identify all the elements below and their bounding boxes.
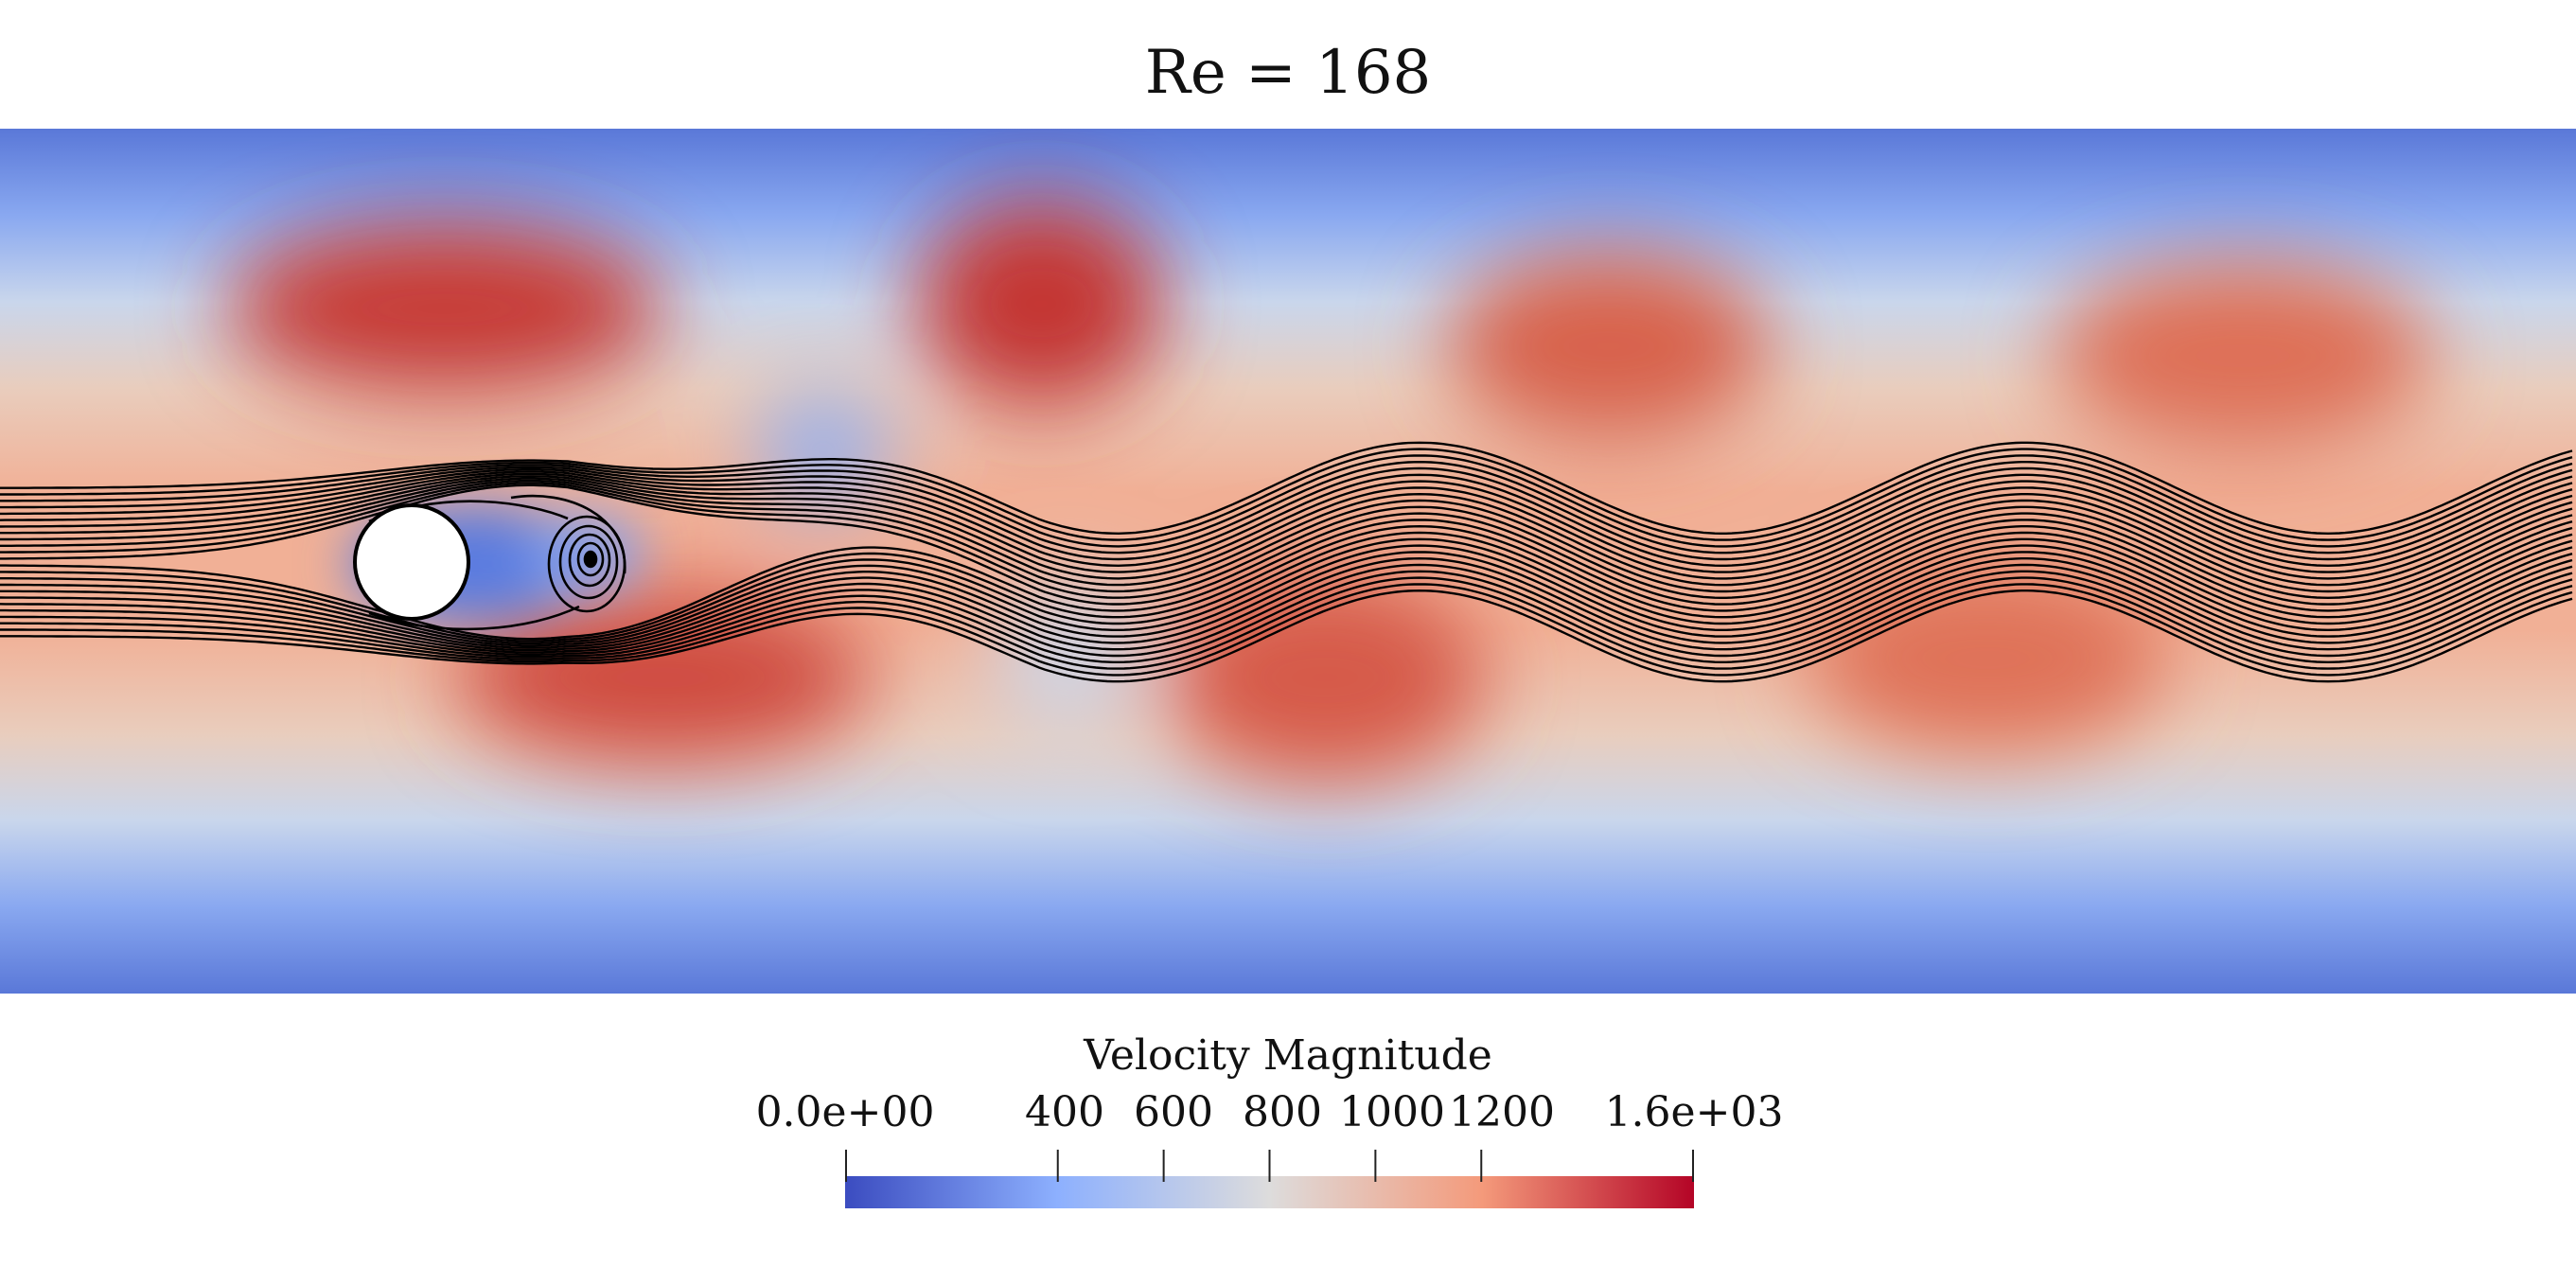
streamline bbox=[0, 537, 2573, 647]
cylinder-obstacle bbox=[353, 503, 470, 621]
streamline bbox=[0, 482, 2573, 600]
streamline bbox=[0, 472, 2573, 573]
colorbar-title: Velocity Magnitude bbox=[1084, 1031, 1492, 1080]
colorbar-tick-label-400: 400 bbox=[1025, 1088, 1104, 1136]
streamline bbox=[0, 570, 2573, 664]
streamline bbox=[0, 531, 2573, 645]
streamline bbox=[0, 589, 2573, 683]
streamline bbox=[0, 477, 2573, 587]
streamline bbox=[0, 475, 2573, 580]
streamline bbox=[0, 583, 2573, 677]
colorbar-min-label: 0.0e+00 bbox=[755, 1088, 935, 1136]
colorbar-tick-label-800: 800 bbox=[1243, 1088, 1322, 1136]
colorbar bbox=[845, 1150, 1694, 1208]
streamline bbox=[0, 441, 2573, 536]
streamline bbox=[0, 551, 2573, 652]
streamline bbox=[0, 466, 2573, 561]
colorbar-tick-label-1200: 1200 bbox=[1449, 1088, 1555, 1136]
colorbar-tick-label-600: 600 bbox=[1134, 1088, 1213, 1136]
streamline bbox=[0, 460, 2573, 554]
streamline bbox=[0, 479, 2573, 593]
streamline bbox=[0, 576, 2573, 670]
streamline bbox=[0, 519, 2573, 641]
plot-title: Re = 168 bbox=[1144, 38, 1432, 108]
velocity-blobs bbox=[227, 200, 2432, 782]
colorbar-tick-label-1000: 1000 bbox=[1339, 1088, 1445, 1136]
velocity-field bbox=[0, 129, 2576, 994]
streamline bbox=[0, 563, 2573, 658]
streamline bbox=[0, 556, 2573, 654]
streamline bbox=[0, 454, 2573, 548]
streamline bbox=[0, 448, 2573, 541]
streamline bbox=[0, 484, 2573, 606]
streamlines bbox=[0, 441, 2573, 683]
streamline bbox=[0, 470, 2573, 568]
colorbar-max-label: 1.6e+03 bbox=[1604, 1088, 1784, 1136]
streamline bbox=[0, 544, 2573, 649]
